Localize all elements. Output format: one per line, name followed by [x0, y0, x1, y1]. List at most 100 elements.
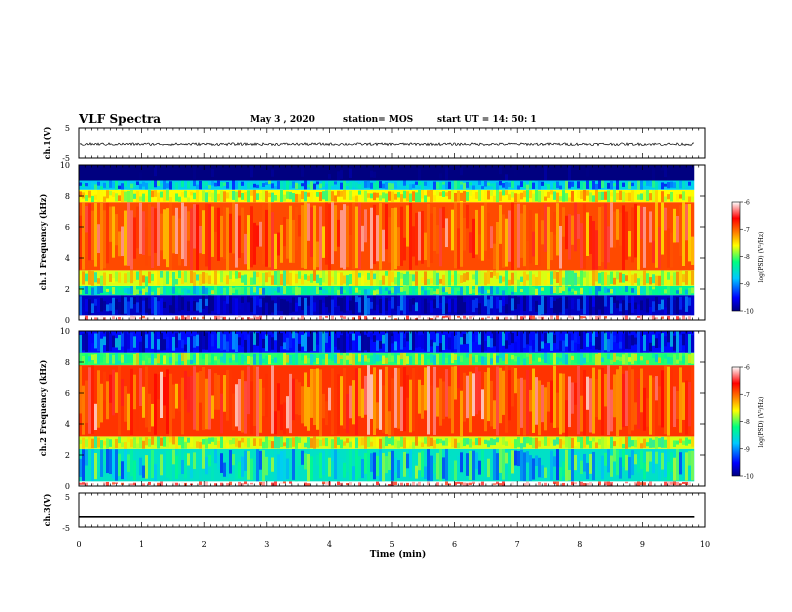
- spectrogram-cell: [337, 297, 340, 306]
- spectrogram-cell: [586, 353, 589, 363]
- spectrogram-cell: [451, 366, 454, 434]
- spectrogram-cell: [319, 331, 322, 353]
- spectrogram-cell: [124, 353, 127, 364]
- spectrogram-cell: [109, 303, 112, 311]
- spectrogram-cell: [454, 354, 457, 361]
- spectrogram-cell: [355, 270, 358, 286]
- spectrogram-cell: [403, 338, 406, 348]
- spectrogram-cell: [82, 271, 85, 285]
- spectrogram-cell: [496, 453, 499, 481]
- spectrogram-cell: [349, 168, 352, 178]
- spectrogram-cell: [514, 315, 517, 320]
- spectrogram-cell: [247, 215, 250, 270]
- spectrogram-cell: [517, 279, 520, 286]
- spectrogram-cell: [529, 345, 532, 353]
- spectrogram-cell: [394, 207, 397, 270]
- spectrogram-cell: [532, 438, 535, 448]
- spectrogram-cell: [97, 353, 100, 365]
- spectrogram-cell: [436, 387, 439, 417]
- spectrogram-cell: [142, 440, 145, 449]
- spectrogram-cell: [199, 274, 202, 286]
- spectrogram-cell: [121, 378, 124, 407]
- spectrogram-cell: [145, 334, 148, 349]
- spectrogram-cell: [172, 169, 175, 178]
- spectrogram-cell: [121, 286, 124, 292]
- spectrogram-cell: [148, 166, 151, 179]
- spectrogram-cell: [598, 206, 601, 267]
- spectrogram-cell: [262, 338, 265, 349]
- ytick-label: 8: [65, 192, 70, 201]
- spectrogram-cell: [580, 331, 583, 350]
- spectrogram-cell: [595, 183, 598, 190]
- spectrogram-cell: [133, 167, 136, 180]
- spectrogram-cell: [619, 303, 622, 312]
- spectrogram-cell: [484, 168, 487, 180]
- spectrogram-cell: [472, 274, 475, 280]
- spectrogram-cell: [379, 203, 382, 270]
- spectrogram-cell: [427, 181, 430, 188]
- spectrogram-cell: [535, 189, 538, 202]
- spectrogram-cell: [415, 302, 418, 312]
- spectrogram-cell: [397, 271, 400, 286]
- spectrogram-cell: [541, 190, 544, 201]
- spectrogram-cell: [133, 353, 136, 366]
- spectrogram-cell: [325, 354, 328, 365]
- spectrogram-cell: [289, 302, 292, 313]
- spectrogram-cell: [211, 437, 214, 442]
- spectrogram-cell: [313, 302, 316, 312]
- spectrogram-cell: [655, 190, 658, 202]
- spectrogram-cell: [241, 482, 244, 486]
- spectrogram-cell: [175, 286, 178, 292]
- spectrogram-cell: [343, 275, 346, 284]
- spectrogram-cell: [550, 190, 553, 195]
- ch2-colorbar-label: log(PSD) (V²/Hz): [758, 397, 765, 448]
- spectrogram-cell: [367, 210, 370, 239]
- spectrogram-cell: [340, 182, 343, 190]
- spectrogram-cell: [259, 450, 262, 470]
- spectrogram-cell: [232, 482, 235, 485]
- spectrogram-cell: [214, 182, 217, 187]
- spectrogram-cell: [451, 288, 454, 295]
- spectrogram-cell: [526, 295, 529, 314]
- spectrogram-cell: [601, 367, 604, 436]
- spectrogram-cell: [565, 483, 568, 486]
- spectrogram-cell: [604, 481, 607, 485]
- spectrogram-cell: [607, 305, 610, 315]
- spectrogram-cell: [169, 305, 172, 313]
- spectrogram-cell: [139, 352, 142, 365]
- spectrogram-cell: [679, 438, 682, 443]
- spectrogram-cell: [79, 296, 82, 315]
- spectrogram-cell: [562, 440, 565, 445]
- spectrogram-cell: [442, 457, 445, 479]
- spectrogram-cell: [607, 481, 610, 486]
- spectrogram-cell: [193, 366, 196, 430]
- spectrogram-cell: [424, 481, 427, 486]
- spectrogram-cell: [475, 168, 478, 180]
- spectrogram-cell: [496, 481, 499, 485]
- spectrogram-cell: [520, 295, 523, 316]
- spectrogram-cell: [613, 374, 616, 418]
- spectrogram-cell: [556, 315, 559, 320]
- spectrogram-cell: [97, 297, 100, 313]
- spectrogram-cell: [640, 286, 643, 294]
- spectrogram-cell: [553, 286, 556, 294]
- spectrogram-cell: [328, 334, 331, 349]
- spectrogram-cell: [244, 381, 247, 434]
- spectrogram-cell: [433, 207, 436, 251]
- spectrogram-cell: [595, 466, 598, 478]
- spectrogram-cell: [226, 460, 229, 479]
- ch1-ytick-bottom: -5: [62, 154, 70, 163]
- spectrogram-cell: [445, 286, 448, 293]
- spectrogram-cell: [664, 450, 667, 478]
- spectrogram-cell: [448, 442, 451, 448]
- spectrogram-cell: [502, 296, 505, 306]
- spectrogram-cell: [490, 469, 493, 480]
- spectrogram-cell: [577, 276, 580, 285]
- spectrogram-cell: [604, 452, 607, 466]
- spectrogram-cell: [514, 204, 517, 270]
- spectrogram-cell: [379, 286, 382, 295]
- spectrogram-cell: [196, 334, 199, 347]
- spectrogram-cell: [661, 202, 664, 255]
- spectrogram-cell: [472, 315, 475, 318]
- spectrogram-cell: [652, 377, 655, 436]
